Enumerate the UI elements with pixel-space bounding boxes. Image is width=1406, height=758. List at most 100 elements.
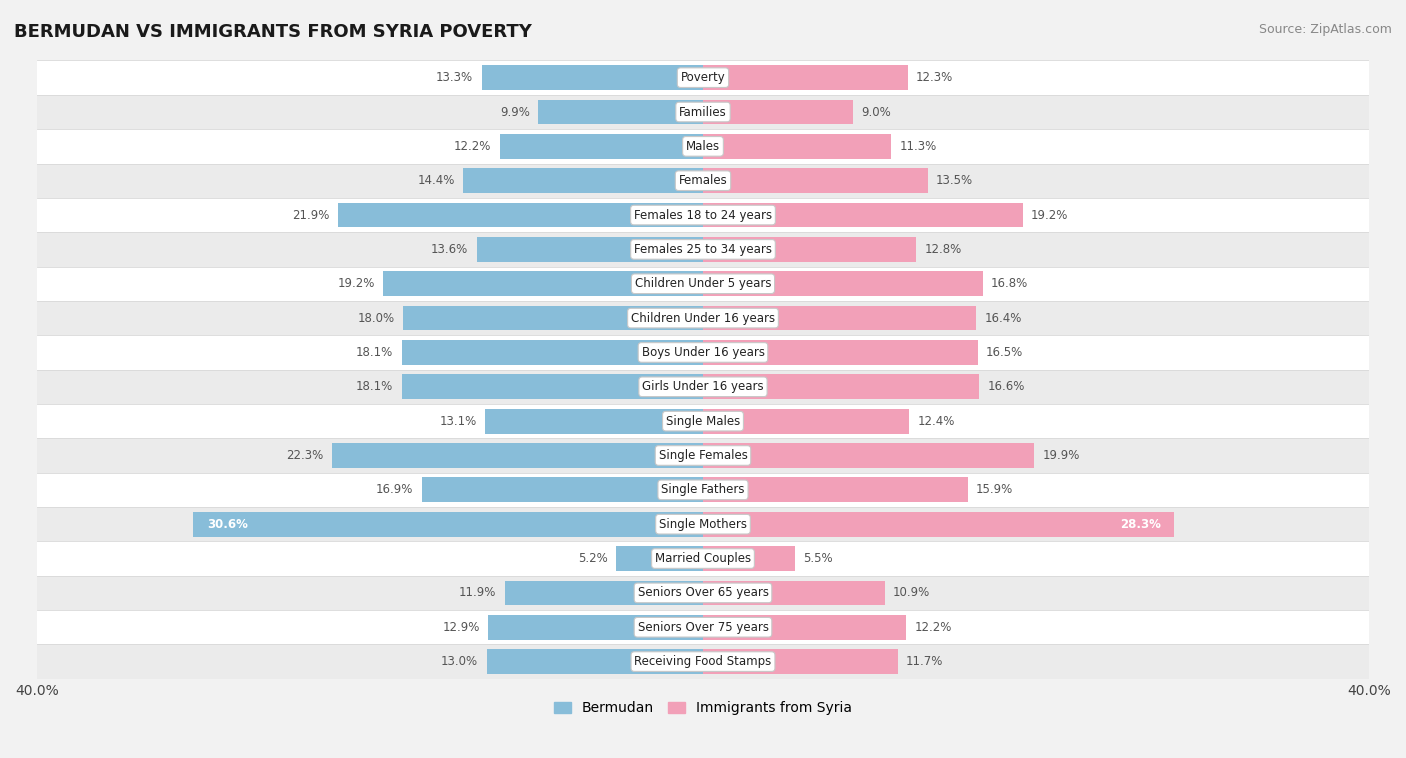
Text: Females 25 to 34 years: Females 25 to 34 years [634,243,772,256]
Text: Girls Under 16 years: Girls Under 16 years [643,381,763,393]
Text: 30.6%: 30.6% [207,518,247,531]
Text: 22.3%: 22.3% [285,449,323,462]
Text: 16.9%: 16.9% [375,484,413,496]
Text: 12.4%: 12.4% [918,415,955,428]
Text: 18.1%: 18.1% [356,381,394,393]
Text: 12.2%: 12.2% [454,140,492,153]
Text: Single Males: Single Males [666,415,740,428]
Bar [485,409,703,434]
Text: 9.9%: 9.9% [501,105,530,118]
Text: 28.3%: 28.3% [1121,518,1161,531]
Bar [703,547,794,571]
FancyBboxPatch shape [37,164,1369,198]
Bar [402,340,703,365]
Text: 11.3%: 11.3% [900,140,936,153]
Text: 13.1%: 13.1% [439,415,477,428]
Text: 10.9%: 10.9% [893,587,931,600]
Bar [703,305,976,330]
FancyBboxPatch shape [37,61,1369,95]
Bar [477,237,703,262]
Bar [703,168,928,193]
Text: 18.1%: 18.1% [356,346,394,359]
Bar [703,478,967,503]
Bar [339,202,703,227]
Bar [505,581,703,605]
Text: 21.9%: 21.9% [292,208,330,221]
Text: BERMUDAN VS IMMIGRANTS FROM SYRIA POVERTY: BERMUDAN VS IMMIGRANTS FROM SYRIA POVERT… [14,23,531,41]
FancyBboxPatch shape [37,301,1369,335]
Bar [481,65,703,90]
FancyBboxPatch shape [37,438,1369,473]
FancyBboxPatch shape [37,198,1369,232]
Text: 5.2%: 5.2% [578,552,607,565]
Bar [422,478,703,503]
Text: 16.6%: 16.6% [988,381,1025,393]
Bar [703,443,1035,468]
Text: 11.7%: 11.7% [907,655,943,668]
FancyBboxPatch shape [37,335,1369,370]
Bar [703,374,980,399]
Text: Families: Families [679,105,727,118]
Bar [194,512,703,537]
Text: Females: Females [679,174,727,187]
Text: 19.2%: 19.2% [337,277,375,290]
Bar [616,547,703,571]
Bar [538,99,703,124]
Text: Children Under 5 years: Children Under 5 years [634,277,772,290]
FancyBboxPatch shape [37,576,1369,610]
FancyBboxPatch shape [37,129,1369,164]
Bar [703,271,983,296]
Text: Seniors Over 75 years: Seniors Over 75 years [637,621,769,634]
FancyBboxPatch shape [37,267,1369,301]
Text: Married Couples: Married Couples [655,552,751,565]
FancyBboxPatch shape [37,404,1369,438]
Text: 12.3%: 12.3% [917,71,953,84]
Text: Poverty: Poverty [681,71,725,84]
Text: 11.9%: 11.9% [460,587,496,600]
FancyBboxPatch shape [37,473,1369,507]
Text: 18.0%: 18.0% [357,312,395,324]
FancyBboxPatch shape [37,370,1369,404]
Bar [402,374,703,399]
Text: 13.6%: 13.6% [432,243,468,256]
Bar [703,202,1022,227]
Bar [404,305,703,330]
Text: 12.9%: 12.9% [443,621,479,634]
Text: Seniors Over 65 years: Seniors Over 65 years [637,587,769,600]
Text: 13.3%: 13.3% [436,71,474,84]
Text: 5.5%: 5.5% [803,552,832,565]
Text: 16.4%: 16.4% [984,312,1022,324]
Bar [703,99,853,124]
Text: 19.2%: 19.2% [1031,208,1069,221]
Text: 12.2%: 12.2% [914,621,952,634]
Text: Single Females: Single Females [658,449,748,462]
Legend: Bermudan, Immigrants from Syria: Bermudan, Immigrants from Syria [554,701,852,715]
FancyBboxPatch shape [37,541,1369,576]
Text: 9.0%: 9.0% [862,105,891,118]
FancyBboxPatch shape [37,610,1369,644]
Text: 14.4%: 14.4% [418,174,456,187]
Bar [486,650,703,674]
Bar [332,443,703,468]
FancyBboxPatch shape [37,232,1369,267]
Bar [703,512,1174,537]
Bar [703,409,910,434]
Text: 13.5%: 13.5% [936,174,973,187]
Bar [488,615,703,640]
Bar [384,271,703,296]
Text: 16.5%: 16.5% [986,346,1024,359]
Bar [703,650,898,674]
Bar [703,134,891,158]
FancyBboxPatch shape [37,644,1369,678]
Bar [703,65,908,90]
Text: 15.9%: 15.9% [976,484,1014,496]
Text: Source: ZipAtlas.com: Source: ZipAtlas.com [1258,23,1392,36]
Bar [703,340,977,365]
Bar [463,168,703,193]
Text: Single Fathers: Single Fathers [661,484,745,496]
FancyBboxPatch shape [37,507,1369,541]
Text: 16.8%: 16.8% [991,277,1028,290]
Text: Single Mothers: Single Mothers [659,518,747,531]
Bar [703,237,917,262]
Text: 12.8%: 12.8% [925,243,962,256]
